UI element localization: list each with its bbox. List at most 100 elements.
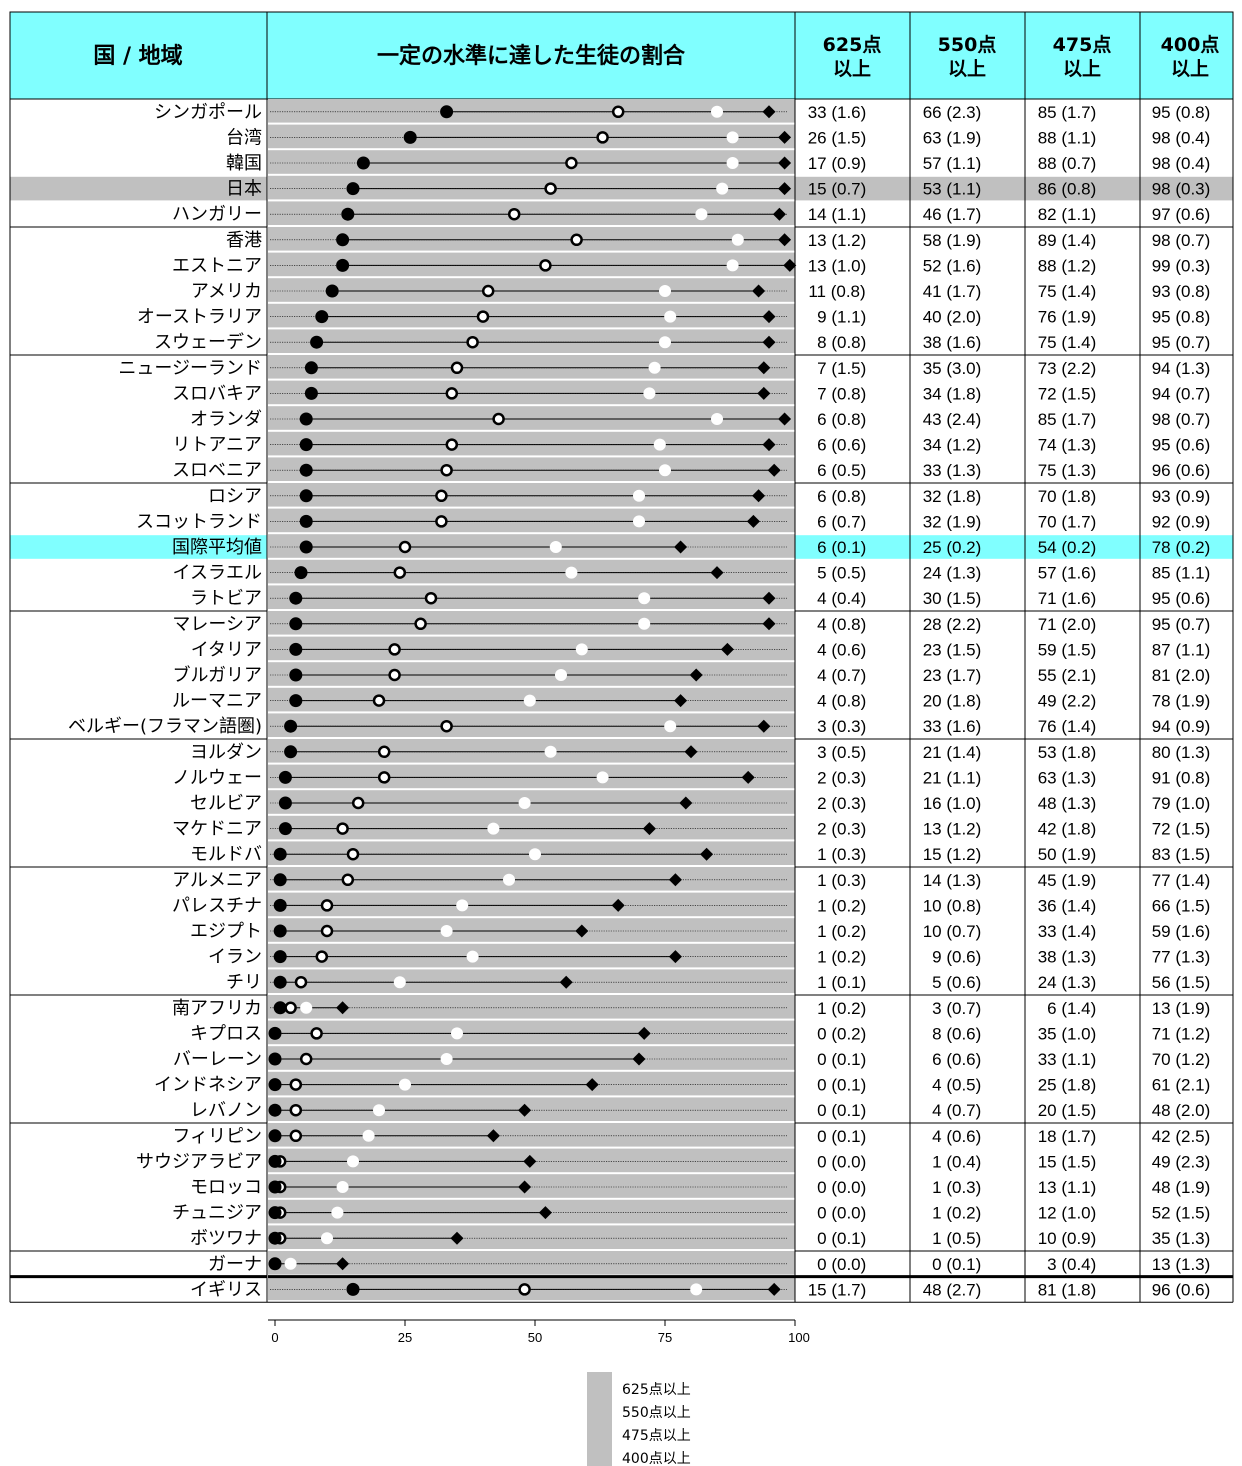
value-cell: 0 (0.0)	[808, 1152, 867, 1171]
value-cell: 88 (1.1)	[1038, 128, 1097, 147]
row-separator	[268, 660, 795, 663]
marker-400	[684, 745, 698, 759]
marker-550	[445, 438, 459, 451]
marker-400	[762, 438, 776, 452]
value-cell: 34 (1.2)	[923, 436, 982, 455]
value-cell: 96 (0.6)	[1152, 1280, 1211, 1299]
table-row: インドネシア 0 (0.1) 4 (0.5) 25 (1.8) 61 (2.1)	[154, 1075, 1210, 1098]
value-cell: 94 (0.9)	[1152, 717, 1211, 736]
value-cell: 70 (1.8)	[1038, 487, 1097, 506]
row-separator	[268, 941, 795, 944]
value-cell: 79 (1.0)	[1152, 794, 1211, 813]
value-cell: 0 (0.1)	[808, 1229, 867, 1248]
marker-625	[289, 591, 303, 605]
value-cell: 0 (0.1)	[808, 1101, 867, 1120]
value-cell: 1 (0.2)	[808, 948, 867, 967]
table-row: ハンガリー 14 (1.1) 46 (1.7) 82 (1.1) 97 (0.6)	[172, 204, 1210, 227]
value-cell: 48 (2.0)	[1152, 1101, 1211, 1120]
marker-625	[278, 796, 292, 810]
marker-550	[294, 975, 308, 989]
value-cell: 57 (1.6)	[1038, 564, 1097, 583]
marker-625	[268, 1078, 282, 1092]
row-separator	[268, 839, 795, 842]
table-row: レバノン 0 (0.1) 4 (0.7) 20 (1.5) 48 (2.0)	[190, 1100, 1210, 1123]
marker-400	[778, 412, 792, 426]
marker-550	[315, 950, 329, 963]
marker-475	[716, 182, 729, 195]
row-separator	[268, 506, 795, 509]
x-tick-label: 0	[271, 1330, 278, 1345]
row-separator	[268, 481, 795, 483]
country-name: キプロス	[190, 1023, 262, 1044]
value-cell: 97 (0.6)	[1152, 205, 1211, 224]
marker-400	[762, 105, 776, 119]
value-cell: 36 (1.4)	[1038, 896, 1097, 915]
value-cell: 24 (1.3)	[1038, 973, 1097, 992]
marker-625	[273, 873, 287, 887]
row-highlight-japan	[10, 176, 267, 201]
marker-475	[456, 899, 469, 912]
country-name: エストニア	[172, 255, 262, 276]
table-row: エジプト 1 (0.2) 10 (0.7) 33 (1.4) 59 (1.6)	[190, 921, 1210, 944]
value-cell: 98 (0.7)	[1152, 231, 1211, 250]
marker-550	[299, 1052, 313, 1066]
legend-swatch	[587, 1372, 612, 1466]
value-cell: 13 (1.1)	[1038, 1178, 1097, 1197]
value-cell: 95 (0.7)	[1152, 333, 1211, 352]
marker-550	[435, 515, 448, 528]
country-name: イラン	[208, 947, 262, 968]
marker-625	[268, 1231, 282, 1245]
value-cell: 10 (0.7)	[923, 922, 982, 941]
marker-475	[653, 438, 666, 451]
marker-550	[596, 131, 609, 144]
country-name: ロシア	[208, 486, 262, 507]
marker-475	[347, 1155, 359, 1168]
marker-475	[638, 592, 651, 605]
row-separator	[268, 250, 795, 253]
marker-625	[289, 668, 303, 682]
value-cell: 33 (1.3)	[923, 461, 982, 480]
value-cell: 63 (1.3)	[1038, 768, 1097, 787]
table-row: イギリス 15 (1.7) 48 (2.7) 81 (1.8) 96 (0.6)	[190, 1279, 1211, 1303]
value-cell: 8 (0.6)	[923, 1024, 982, 1043]
country-name: スロバキア	[172, 383, 262, 404]
value-cell: 70 (1.7)	[1038, 512, 1097, 531]
value-cell: 15 (1.5)	[1038, 1152, 1097, 1171]
x-tick-label: 50	[528, 1330, 542, 1345]
marker-550	[492, 412, 505, 426]
value-cell: 0 (0.1)	[923, 1255, 982, 1274]
marker-475	[659, 336, 671, 349]
header-475-line1: 475点	[1053, 34, 1112, 56]
marker-550	[398, 540, 412, 554]
marker-475	[633, 489, 645, 502]
country-name: オーストラリア	[137, 307, 262, 328]
row-separator	[268, 404, 795, 407]
country-name: サウジアラビア	[136, 1151, 262, 1172]
value-cell: 0 (0.0)	[808, 1255, 867, 1274]
value-cell: 76 (1.4)	[1038, 717, 1097, 736]
row-separator	[268, 711, 795, 714]
marker-400	[752, 284, 766, 298]
country-name: パレスチナ	[172, 895, 262, 916]
table-row: イタリア 4 (0.6) 23 (1.5) 59 (1.5) 87 (1.1)	[191, 639, 1210, 663]
marker-475	[451, 1027, 463, 1040]
marker-550	[289, 1078, 303, 1091]
value-cell: 4 (0.6)	[808, 640, 867, 659]
marker-475	[440, 925, 453, 937]
marker-400	[762, 617, 776, 631]
value-cell: 49 (2.3)	[1152, 1152, 1211, 1171]
value-cell: 98 (0.7)	[1152, 410, 1211, 429]
row-separator	[268, 813, 795, 816]
marker-625	[268, 1206, 282, 1220]
marker-550	[289, 1129, 303, 1143]
marker-475	[284, 1257, 297, 1270]
marker-400	[336, 1001, 350, 1015]
table-row: オランダ 6 (0.8) 43 (2.4) 85 (1.7) 98 (0.7)	[190, 409, 1210, 432]
value-cell: 52 (1.6)	[923, 256, 982, 275]
country-name: 南アフリカ	[172, 998, 262, 1019]
marker-400	[700, 847, 714, 861]
marker-475	[633, 515, 645, 528]
marker-400	[710, 566, 724, 580]
table-row: セルビア 2 (0.3) 16 (1.0) 48 (1.3) 79 (1.0)	[190, 793, 1210, 816]
marker-550	[440, 463, 453, 477]
